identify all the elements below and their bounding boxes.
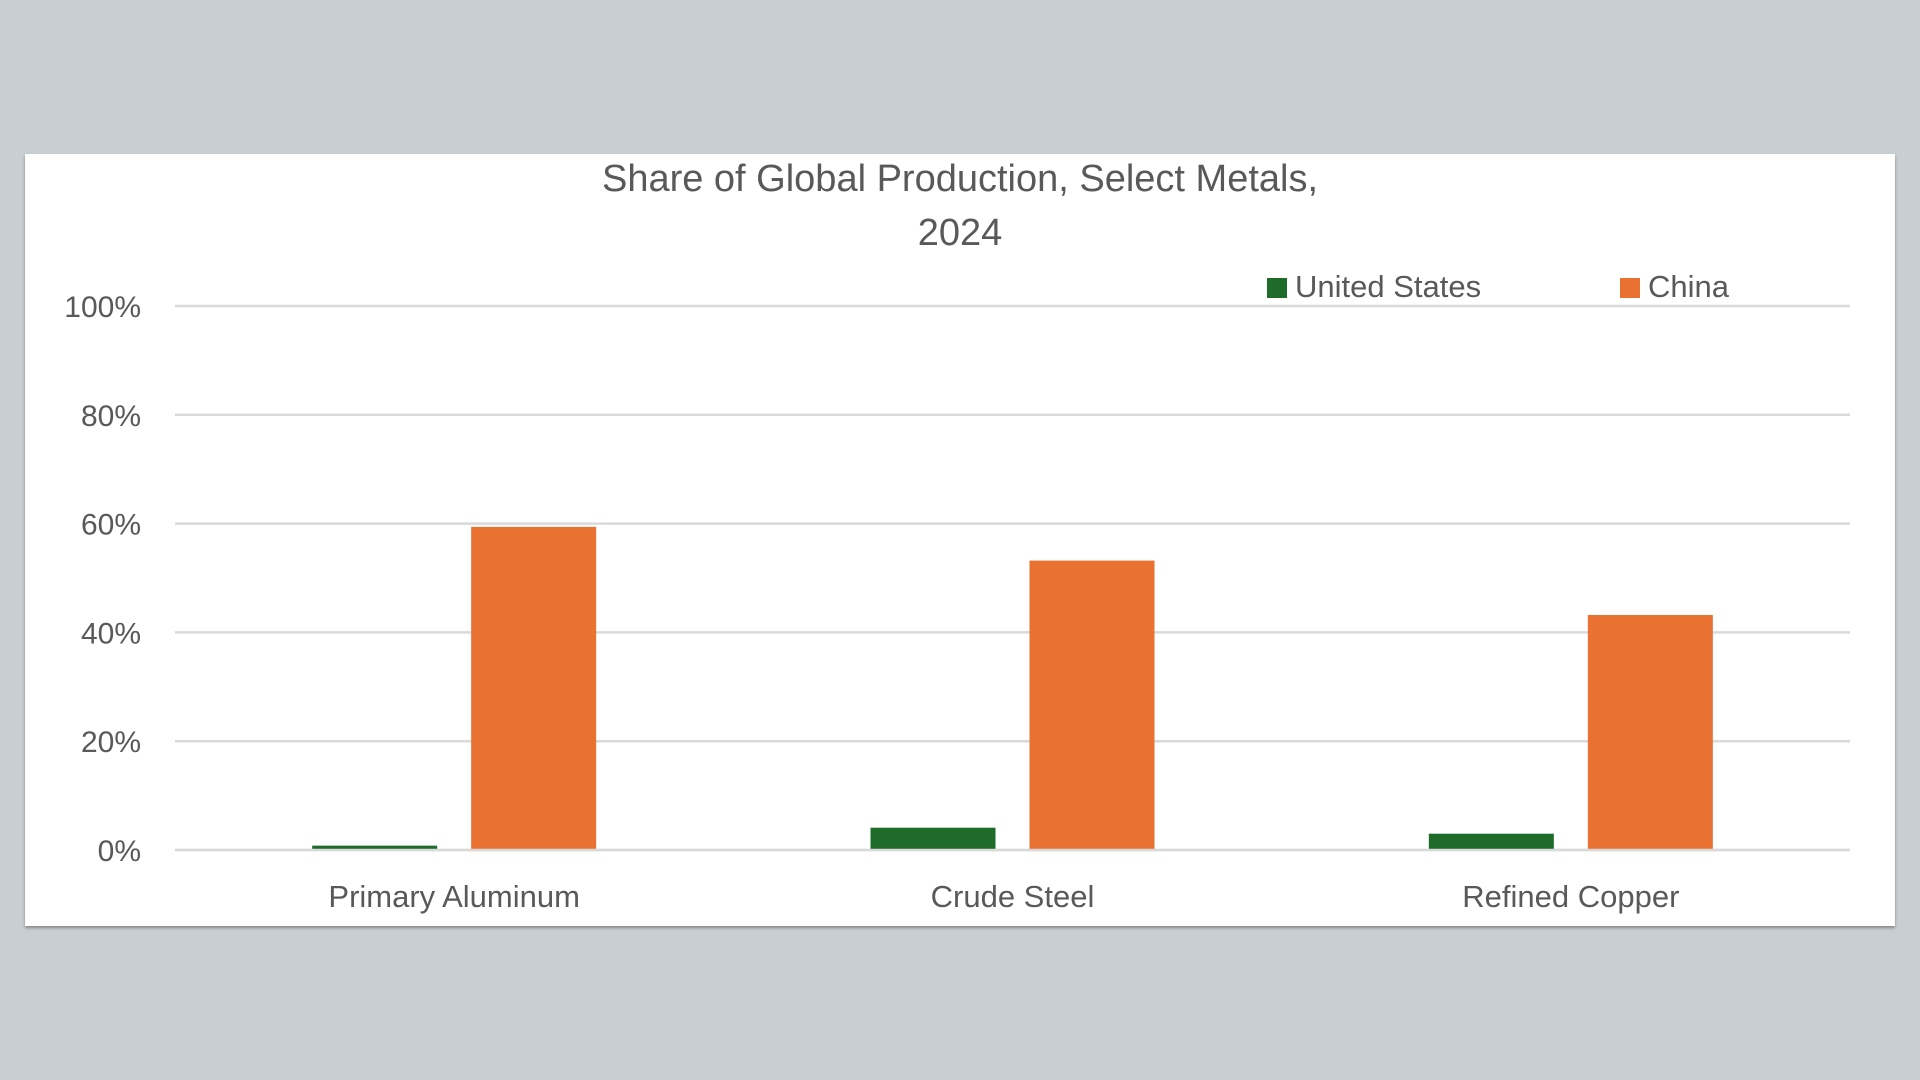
y-tick-label: 20% <box>81 726 141 759</box>
legend-label-china: China <box>1648 269 1730 304</box>
y-tick-label: 80% <box>81 400 141 433</box>
x-category-label: Refined Copper <box>1462 879 1679 914</box>
bar-united-states-refined-copper <box>1428 833 1554 850</box>
y-tick-label: 40% <box>81 617 141 650</box>
bar-united-states-primary-aluminum <box>312 845 438 850</box>
x-category-label: Crude Steel <box>931 879 1095 914</box>
chart-title-line-1: Share of Global Production, Select Metal… <box>601 158 1319 200</box>
y-tick-label: 100% <box>64 291 141 324</box>
chart-card <box>25 154 1895 926</box>
bar-china-crude-steel <box>1029 560 1155 850</box>
legend-label-united-states: United States <box>1295 269 1481 304</box>
y-tick-label: 60% <box>81 509 141 542</box>
chart-title-line-2: 2024 <box>917 212 1003 254</box>
bar-china-primary-aluminum <box>471 526 597 850</box>
bar-china-refined-copper <box>1587 614 1713 850</box>
chart-title: Share of Global Production, Select Metal… <box>0 152 1920 260</box>
bar-united-states-crude-steel <box>870 827 996 850</box>
x-category-label: Primary Aluminum <box>328 879 580 914</box>
y-tick-label: 0% <box>98 835 141 868</box>
legend-swatch-united-states <box>1267 278 1287 298</box>
legend-swatch-china <box>1620 278 1640 298</box>
